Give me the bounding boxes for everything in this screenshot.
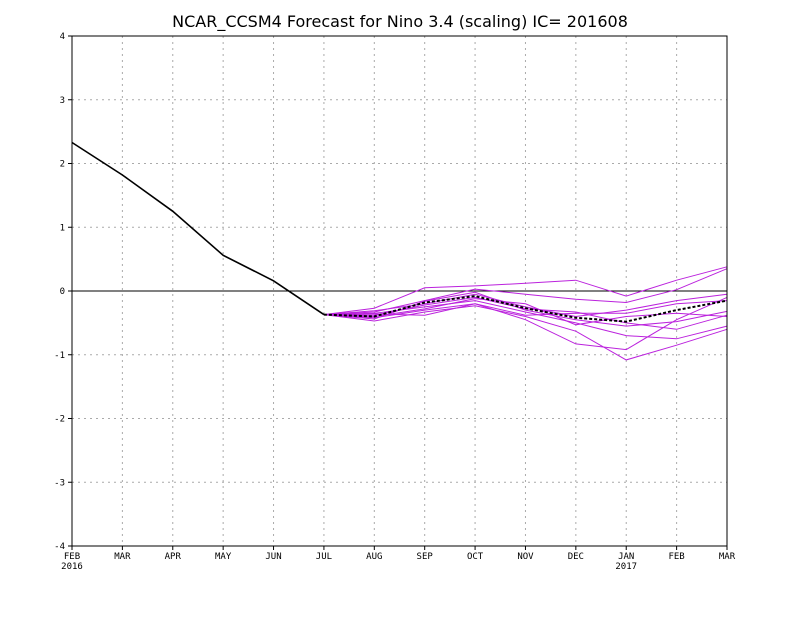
x-tick-label: MAR [114,552,131,562]
x-tick-label: AUG [366,552,382,562]
x-tick-label: SEP [417,552,434,562]
y-axis-ticks: -4 -3 -2 -1 0 1 2 3 4 [54,32,72,552]
y-tick-label: -1 [54,351,65,361]
x-year-label: 2016 [61,562,83,572]
y-tick-label: 4 [60,32,65,42]
y-tick-label: -3 [54,478,65,488]
member-line-1 [323,266,728,316]
x-tick-label: OCT [467,552,484,562]
x-tick-label: JUN [265,552,281,562]
y-tick-label: 1 [60,223,65,233]
x-axis-ticks: FEB MAR APR MAY JUN JUL AUG SEP OCT NOV DEC JAN FEB M… [61,546,736,572]
member-line-4 [323,296,728,351]
chart-title: NCAR_CCSM4 Forecast for Nino 3.4 (scalin… [172,12,628,32]
x-year-label: 2017 [615,562,637,572]
x-tick-label: FEB [64,552,80,562]
y-tick-label: 3 [60,96,65,106]
y-tick-label: -4 [54,542,65,552]
y-tick-label: -2 [54,415,65,425]
y-tick-label: 2 [60,160,65,170]
observed-line [71,141,325,316]
x-tick-label: MAR [719,552,736,562]
ensemble-mean-line [323,295,728,323]
x-tick-label: JUL [316,552,332,562]
member-line-10 [323,291,728,327]
ensemble-mean [323,295,728,323]
member-line-6 [323,300,728,340]
x-tick-label: DEC [568,552,584,562]
observed-series [71,141,325,316]
member-line-5 [323,305,728,361]
x-tick-label: APR [165,552,182,562]
x-tick-label: JAN [618,552,634,562]
y-tick-label: 0 [60,287,65,297]
x-tick-label: MAY [215,552,232,562]
x-tick-label: FEB [668,552,684,562]
member-line-8 [323,293,728,318]
x-tick-label: NOV [517,552,534,562]
